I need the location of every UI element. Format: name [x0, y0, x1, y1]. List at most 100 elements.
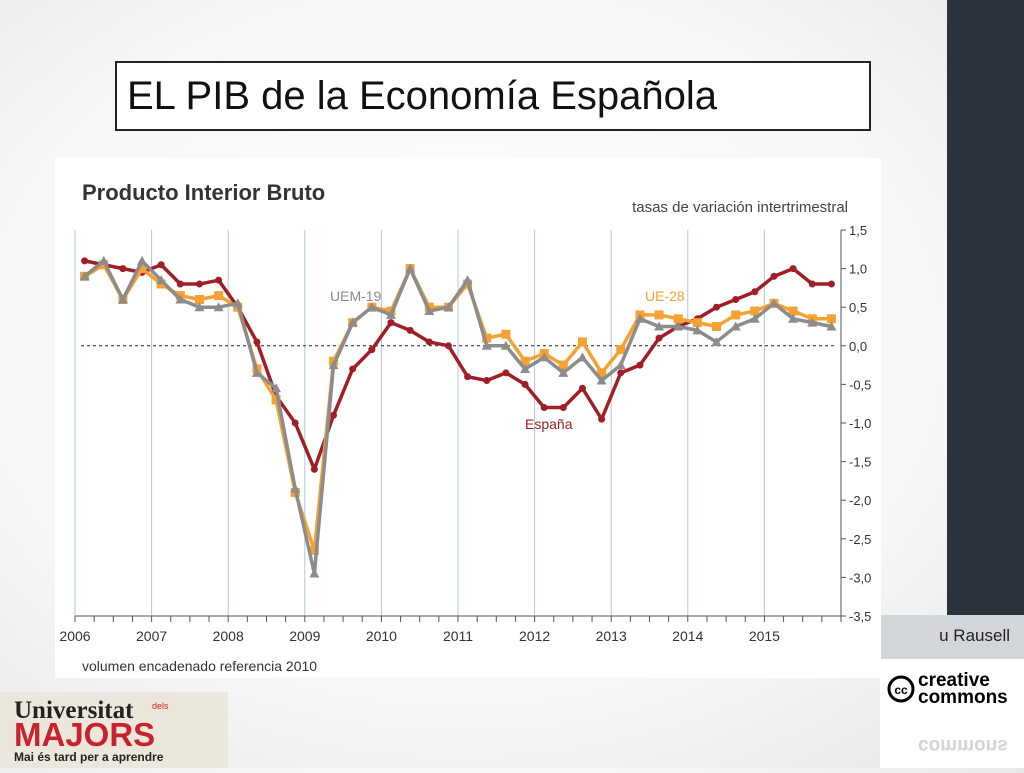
grid [74, 230, 842, 616]
data-point-uem19 [558, 367, 569, 377]
data-point-espana [732, 295, 740, 303]
y-tick-label: -2,0 [849, 493, 871, 508]
data-point-ue28 [309, 545, 319, 555]
data-point-uem19 [462, 275, 473, 285]
data-point-uem19 [290, 483, 301, 493]
data-point-espana [406, 326, 414, 334]
data-point-espana [636, 361, 644, 369]
x-tick-label: 2006 [59, 628, 90, 644]
data-point-espana [713, 303, 721, 311]
data-point-espana [598, 415, 606, 423]
logo-graphic: Universitat dels MAJORS Mai és tard per … [14, 697, 169, 764]
data-point-uem19 [405, 263, 416, 273]
data-point-espana [330, 411, 338, 419]
data-point-ue28 [750, 306, 760, 316]
data-point-espana [521, 380, 529, 388]
y-tick-label: -3,5 [849, 609, 871, 624]
data-point-espana [464, 373, 472, 381]
data-point-espana [483, 377, 491, 385]
data-point-uem19 [596, 375, 607, 385]
data-point-ue28 [712, 322, 722, 331]
axes: 2006 2007 2008 2009 2010 2011 2012 2013 2014 2015… [59, 223, 871, 644]
data-point-ue28 [692, 318, 702, 328]
data-point-espana [808, 280, 816, 288]
data-point-uem19 [309, 568, 320, 578]
data-point-uem19 [117, 294, 128, 304]
data-point-espana [368, 346, 376, 354]
x-tick-label: 2010 [366, 628, 397, 644]
data-point-uem19 [137, 255, 148, 265]
data-point-espana [215, 276, 223, 284]
y-tick-label: 1,5 [849, 223, 867, 238]
x-tick-label: 2015 [749, 628, 780, 644]
cc-line1: creative [918, 670, 990, 691]
series-label-ue28: UE-28 [645, 288, 685, 304]
data-point-uem19 [539, 352, 550, 362]
data-point-ue28 [520, 356, 530, 366]
data-point-uem19 [577, 352, 588, 362]
data-point-uem19 [79, 271, 90, 281]
y-tick-label: 0,5 [849, 300, 867, 315]
data-point-uem19 [328, 360, 339, 370]
cc-circle-icon [887, 675, 915, 703]
data-point-uem19 [673, 321, 684, 331]
data-point-uem19 [481, 340, 492, 350]
data-point-uem19 [443, 302, 454, 312]
cc-line2: commons [918, 687, 1008, 708]
data-point-ue28 [194, 294, 204, 304]
data-point-uem19 [194, 302, 205, 312]
logo-line1: Universitat [14, 697, 134, 724]
series-line-uem19 [83, 259, 832, 576]
y-tick-label: -1,0 [849, 416, 871, 431]
data-point-espana [195, 280, 203, 288]
data-point-ue28 [137, 264, 147, 274]
data-point-ue28 [577, 337, 587, 347]
data-point-ue28 [214, 291, 224, 301]
chart-title: Producto Interior Bruto [82, 180, 325, 205]
universitat-majors-logo: Universitat dels MAJORS Mai és tard per … [0, 692, 228, 768]
series-line-espana [84, 259, 832, 472]
logo-line3: Mai és tard per a aprendre [14, 750, 164, 764]
data-point-uem19 [251, 367, 262, 377]
slide-title: EL PIB de la Economía Española [127, 74, 717, 118]
data-point-espana [176, 280, 184, 288]
x-tick-label: 2009 [289, 628, 320, 644]
data-point-espana [770, 272, 778, 280]
data-point-espana [559, 404, 567, 412]
creative-commons-logo: cc creative commons commons [887, 670, 1008, 756]
chart-panel: Producto Interior Bruto tasas de variaci… [55, 158, 881, 678]
data-point-uem19 [213, 302, 224, 312]
data-point-espana [578, 384, 586, 392]
data-point-espana [789, 265, 797, 273]
chart-footnote: volumen encadenado referencia 2010 [82, 658, 317, 674]
data-point-uem19 [385, 309, 396, 319]
data-point-uem19 [711, 336, 722, 346]
data-point-uem19 [692, 325, 703, 335]
series [79, 255, 837, 578]
data-point-uem19 [424, 306, 435, 316]
author-band: u Rausell [880, 615, 1024, 659]
data-point-espana [291, 419, 299, 427]
data-point-espana [253, 338, 261, 346]
data-point-espana [827, 280, 835, 288]
data-point-uem19 [634, 313, 645, 323]
data-point-uem19 [347, 317, 358, 327]
data-point-ue28 [673, 314, 683, 324]
series-labels: UEM-19 UE-28 España [330, 288, 685, 432]
data-point-uem19 [807, 317, 818, 327]
x-tick-label: 2007 [136, 628, 167, 644]
data-point-ue28 [501, 329, 511, 339]
data-point-espana [425, 338, 433, 346]
data-point-ue28 [597, 368, 607, 378]
data-point-uem19 [500, 340, 511, 350]
creative-commons-badge: cc creative commons commons [880, 659, 1024, 768]
data-point-ue28 [731, 310, 741, 320]
data-point-uem19 [98, 255, 109, 265]
data-point-uem19 [654, 321, 665, 331]
data-point-espana [119, 265, 127, 273]
data-point-ue28 [826, 314, 836, 324]
x-tick-label: 2013 [596, 628, 627, 644]
data-point-uem19 [520, 363, 531, 373]
data-point-uem19 [156, 275, 167, 285]
data-point-ue28 [654, 310, 664, 320]
